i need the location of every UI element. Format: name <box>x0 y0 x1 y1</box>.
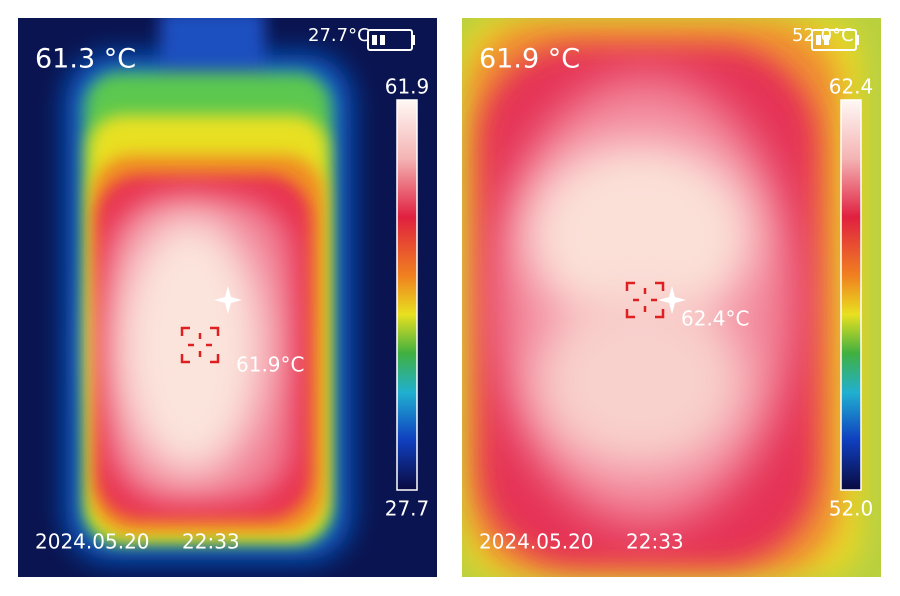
date: 2024.05.20 <box>35 530 150 554</box>
scale-max: 62.4 <box>829 75 874 99</box>
max-marker <box>214 286 242 314</box>
color-scale <box>840 99 862 491</box>
center-target <box>180 326 220 364</box>
scale-min: 27.7 <box>385 497 430 521</box>
time: 22:33 <box>182 530 240 554</box>
battery-icon <box>811 29 859 51</box>
scale-min: 52.0 <box>829 497 874 521</box>
battery-icon <box>367 29 415 51</box>
corner-temp: 27.7°C <box>308 25 370 46</box>
thermal-image-right <box>462 18 881 577</box>
time: 22:33 <box>626 530 684 554</box>
scale-max: 61.9 <box>385 75 430 99</box>
color-scale <box>396 99 418 491</box>
center-temp: 61.9 °C <box>479 44 580 75</box>
spot-temp: 62.4°C <box>681 307 750 331</box>
center-temp: 61.3 °C <box>35 44 136 75</box>
date: 2024.05.20 <box>479 530 594 554</box>
corner-temp: 52.0°C <box>792 25 854 46</box>
hot-spot <box>535 290 745 470</box>
center-target <box>625 281 665 319</box>
max-marker <box>658 286 686 314</box>
hot-spot <box>525 140 755 330</box>
spot-temp: 61.9°C <box>236 353 305 377</box>
